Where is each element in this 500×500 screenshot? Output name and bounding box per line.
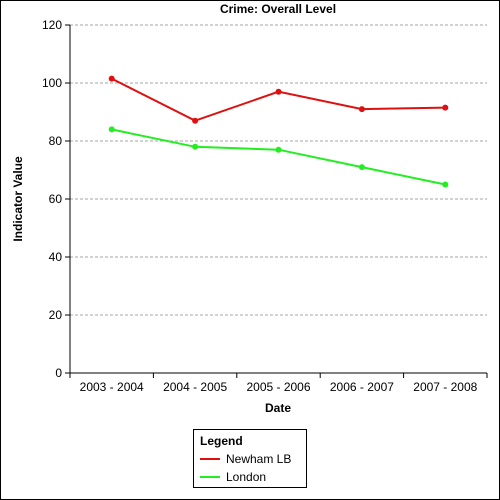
x-tick-label: 2006 - 2007 <box>330 380 394 394</box>
data-point <box>108 126 115 133</box>
legend-item-newham: Newham LB <box>200 450 300 468</box>
series <box>108 75 449 188</box>
chart-title: Crime: Overall Level <box>220 2 336 16</box>
y-tick-label: 0 <box>55 366 62 380</box>
legend-label-london: London <box>226 470 267 484</box>
x-tick-label: 2004 - 2005 <box>163 380 227 394</box>
y-tick-label: 100 <box>42 76 62 90</box>
legend-swatch-newham <box>200 458 220 460</box>
y-tick-label: 20 <box>49 308 63 322</box>
data-point <box>442 104 449 111</box>
data-point <box>358 164 365 171</box>
y-tick-label: 80 <box>49 134 63 148</box>
y-tick-label: 120 <box>42 18 62 32</box>
legend-item-london: London <box>200 468 300 486</box>
x-tick-label: 2007 - 2008 <box>413 380 477 394</box>
y-tick-label: 40 <box>49 250 63 264</box>
legend: Legend Newham LB London <box>193 429 307 488</box>
data-point <box>358 106 365 113</box>
axes: 0 20 40 60 80 100 120 2003 - 2004 2004 - 2005 200… <box>42 18 488 394</box>
data-point <box>192 117 199 124</box>
series-line-1 <box>111 128 446 186</box>
x-axis-label: Date <box>265 401 291 415</box>
legend-label-newham: Newham LB <box>226 452 292 466</box>
x-tick-label: 2003 - 2004 <box>80 380 144 394</box>
gridlines <box>70 24 487 316</box>
data-point <box>275 88 282 95</box>
data-point <box>442 181 449 188</box>
series-line-0 <box>111 77 446 122</box>
x-tick-label: 2005 - 2006 <box>246 380 310 394</box>
data-point <box>192 143 199 150</box>
legend-title: Legend <box>200 434 243 448</box>
data-point <box>275 146 282 153</box>
legend-swatch-london <box>200 476 220 478</box>
y-tick-label: 60 <box>49 192 63 206</box>
y-axis-label: Indicator Value <box>11 156 25 242</box>
data-point <box>108 75 115 82</box>
